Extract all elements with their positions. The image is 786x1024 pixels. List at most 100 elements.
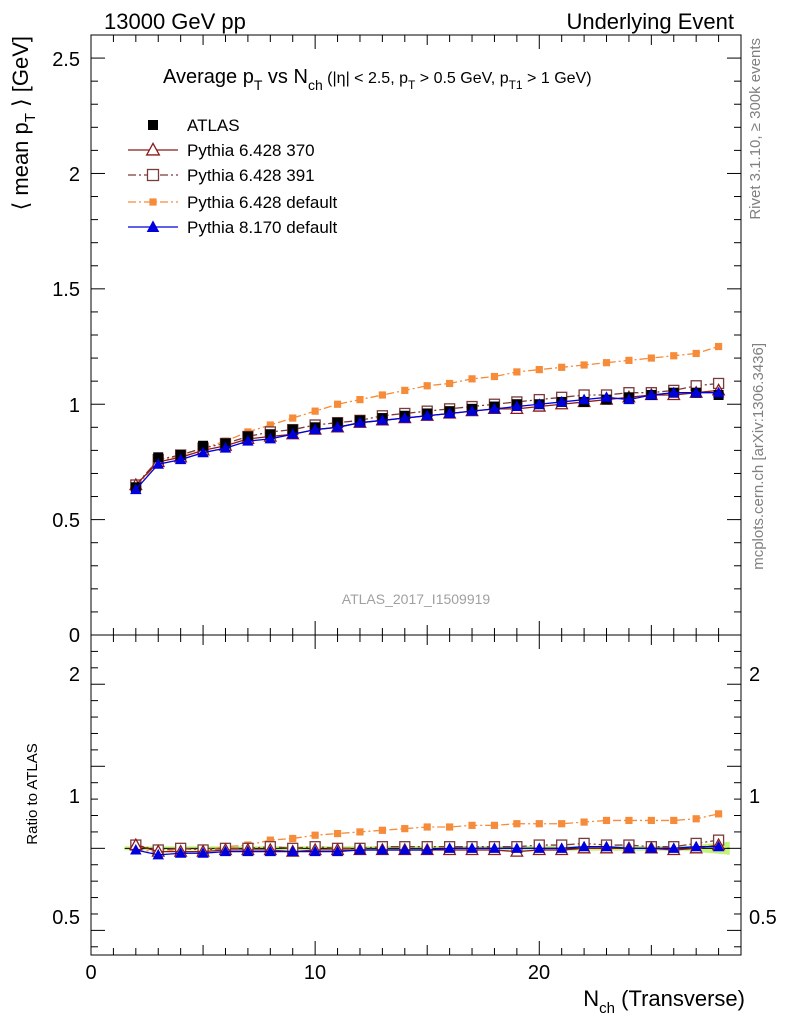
data-point bbox=[286, 845, 299, 857]
data-point bbox=[266, 836, 274, 844]
data-point bbox=[600, 840, 613, 852]
data-point bbox=[174, 453, 187, 465]
data-point bbox=[423, 823, 431, 831]
data-point bbox=[645, 389, 658, 400]
data-point bbox=[198, 440, 209, 451]
data-point bbox=[289, 414, 297, 422]
data-point bbox=[625, 356, 633, 364]
data-point bbox=[354, 416, 366, 428]
data-point bbox=[152, 458, 164, 469]
ratio-y-tick-label-right: 1 bbox=[749, 786, 760, 808]
data-point bbox=[558, 363, 566, 371]
data-point bbox=[401, 386, 409, 394]
ratio-y-tick-label-right: 2 bbox=[749, 664, 760, 686]
data-point bbox=[197, 446, 209, 458]
legend-symbols bbox=[128, 120, 178, 232]
main-y-tick-label: 0.5 bbox=[52, 510, 80, 532]
data-point bbox=[174, 847, 187, 858]
data-point bbox=[468, 821, 476, 829]
data-point bbox=[647, 354, 655, 362]
data-point bbox=[511, 400, 523, 412]
data-point bbox=[354, 843, 366, 855]
mcplots-label: mcplots.cern.ch [arXiv:1306.3436] bbox=[750, 343, 767, 570]
data-point bbox=[152, 848, 164, 860]
main-y-tick-label: 2 bbox=[69, 164, 80, 186]
ratio-y-tick-label: 2 bbox=[69, 664, 80, 686]
main-y-tick-label: 1 bbox=[69, 395, 80, 417]
analysis-watermark: ATLAS_2017_I1509919 bbox=[342, 591, 491, 607]
data-point bbox=[712, 840, 725, 852]
legend-label: ATLAS bbox=[187, 116, 240, 135]
data-point bbox=[466, 405, 478, 416]
data-point bbox=[378, 391, 386, 399]
data-point bbox=[130, 843, 142, 855]
data-point bbox=[148, 120, 158, 130]
data-point bbox=[130, 483, 142, 495]
data-point bbox=[401, 825, 409, 833]
data-point bbox=[197, 847, 209, 858]
data-point bbox=[578, 840, 590, 852]
data-point bbox=[311, 831, 319, 839]
data-point bbox=[446, 379, 454, 388]
data-point bbox=[149, 198, 157, 206]
data-point bbox=[670, 816, 678, 825]
data-point bbox=[219, 845, 232, 857]
data-point bbox=[146, 220, 160, 232]
data-point bbox=[692, 815, 700, 823]
data-point bbox=[623, 393, 635, 405]
data-point bbox=[712, 386, 725, 398]
data-point bbox=[580, 361, 588, 369]
data-point bbox=[513, 368, 521, 376]
data-point bbox=[578, 393, 590, 405]
data-point bbox=[356, 396, 364, 404]
data-point bbox=[331, 421, 344, 432]
data-point bbox=[446, 823, 454, 831]
data-point bbox=[714, 342, 723, 351]
data-point bbox=[488, 842, 501, 853]
legend-label: Pythia 6.428 default bbox=[187, 193, 338, 212]
ratio-axis-ticks bbox=[90, 634, 742, 955]
data-point bbox=[623, 842, 635, 853]
main-series-layer bbox=[128, 342, 726, 495]
data-point bbox=[264, 845, 277, 857]
data-point bbox=[690, 386, 702, 398]
data-point bbox=[421, 843, 433, 855]
data-point bbox=[602, 359, 611, 367]
legend-label: Pythia 6.428 391 bbox=[187, 166, 315, 185]
main-y-tick-label: 2.5 bbox=[52, 49, 80, 71]
data-point bbox=[331, 845, 344, 857]
data-point bbox=[670, 352, 678, 360]
data-point bbox=[668, 842, 680, 853]
data-point bbox=[490, 821, 499, 829]
x-tick-label: 0 bbox=[85, 962, 96, 984]
data-point bbox=[242, 845, 254, 857]
x-axis-label: Nch (Transverse) bbox=[583, 986, 745, 1017]
data-point bbox=[533, 842, 546, 853]
data-point bbox=[714, 810, 723, 818]
series-line bbox=[135, 345, 719, 488]
main-axis-ticks bbox=[90, 34, 742, 636]
data-point bbox=[219, 442, 232, 453]
data-point bbox=[625, 816, 633, 825]
data-point bbox=[443, 407, 456, 418]
data-point bbox=[399, 412, 411, 423]
header-left: 13000 GeV pp bbox=[104, 9, 246, 34]
ratio-y-tick-label: 0.5 bbox=[52, 907, 80, 929]
data-point bbox=[690, 840, 702, 852]
data-point bbox=[423, 382, 431, 390]
data-point bbox=[289, 834, 297, 843]
data-point bbox=[511, 842, 523, 853]
data-point bbox=[264, 432, 277, 444]
ratio-y-tick-label: 1 bbox=[69, 786, 80, 808]
data-point bbox=[333, 829, 342, 838]
data-point bbox=[356, 828, 364, 836]
data-point bbox=[555, 842, 568, 853]
ratio-series-layer bbox=[128, 810, 726, 860]
data-point bbox=[535, 366, 543, 374]
chart-title: Average pT vs Nch (|η| < 2.5, pT > 0.5 G… bbox=[163, 66, 592, 93]
x-tick-label: 20 bbox=[528, 962, 550, 984]
data-point bbox=[399, 843, 411, 855]
data-point bbox=[555, 395, 568, 407]
data-point bbox=[466, 842, 478, 853]
